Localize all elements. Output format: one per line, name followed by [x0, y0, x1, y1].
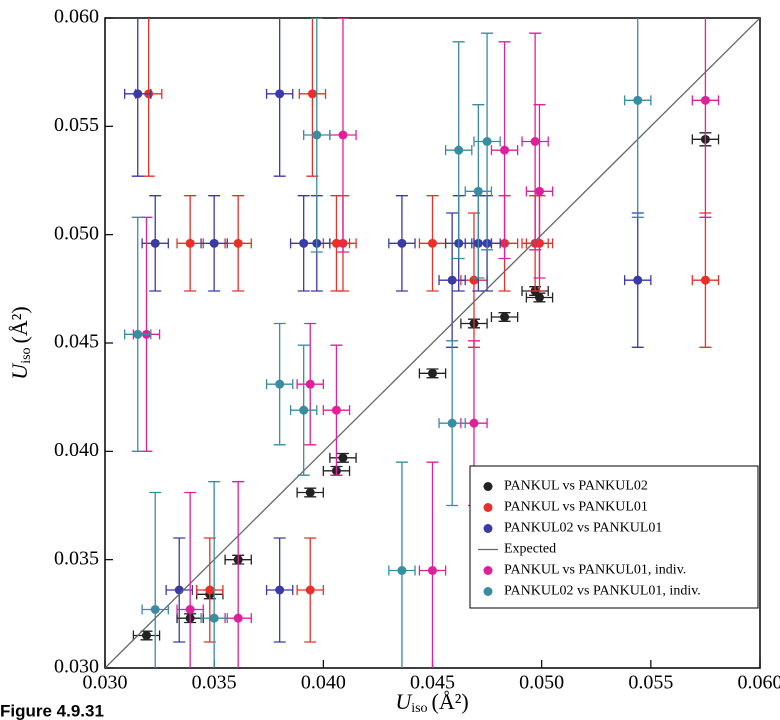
point — [150, 238, 160, 248]
y-label-subscript: iso — [19, 347, 34, 363]
point — [305, 488, 315, 497]
point — [633, 275, 643, 285]
point — [469, 275, 479, 285]
y-tick-label: 0.050 — [54, 222, 99, 244]
y-label-symbol: U — [7, 362, 32, 380]
x-label-subscript: iso — [411, 701, 427, 716]
point — [133, 89, 143, 99]
legend-label: PANKUL02 vs PANKUL01 — [504, 521, 662, 536]
y-error-bar — [631, 18, 644, 218]
legend-marker — [483, 524, 493, 533]
point — [482, 137, 492, 146]
x-tick-label: 0.045 — [410, 672, 455, 694]
legend-marker — [483, 503, 493, 512]
x-tick-label: 0.035 — [192, 672, 237, 694]
legend-box — [469, 465, 759, 609]
point — [305, 585, 315, 595]
point — [454, 145, 464, 155]
point — [338, 453, 348, 463]
x-tick-label: 0.060 — [738, 672, 780, 694]
point — [534, 186, 544, 196]
x-tick-label: 0.055 — [628, 672, 673, 694]
point — [500, 145, 510, 155]
legend-label: PANKUL vs PANKUL01 — [504, 500, 648, 515]
legend-marker — [483, 566, 493, 575]
point — [233, 613, 243, 623]
point — [469, 418, 479, 428]
point — [233, 238, 243, 248]
point — [428, 238, 437, 248]
point — [312, 130, 322, 140]
point — [174, 585, 184, 595]
x-label-symbol: U — [395, 689, 413, 714]
y-axis-label: Uiso (Å²) — [7, 306, 34, 379]
legend-label: PANKUL02 vs PANKUL01, indiv. — [504, 584, 701, 599]
y-tick-label: 0.030 — [54, 656, 99, 678]
y-tick-label: 0.055 — [54, 114, 99, 136]
point — [428, 566, 437, 575]
legend-label: Expected — [504, 542, 556, 557]
point — [331, 405, 341, 415]
point — [275, 585, 285, 595]
point — [141, 631, 151, 640]
point — [209, 613, 219, 623]
point — [209, 238, 219, 248]
point — [150, 605, 160, 614]
point — [275, 89, 285, 99]
plot-layer — [105, 18, 760, 668]
point — [305, 379, 315, 389]
legend-label: PANKUL vs PANKUL02 — [504, 479, 648, 494]
point — [700, 275, 710, 285]
point — [133, 329, 143, 339]
point — [447, 275, 457, 285]
point — [307, 89, 317, 99]
y-tick-label: 0.040 — [54, 439, 99, 461]
point — [338, 130, 348, 140]
point — [500, 312, 510, 322]
point — [397, 238, 407, 248]
y-tick-label: 0.035 — [54, 547, 99, 569]
point — [299, 405, 309, 415]
legend-marker — [483, 587, 493, 596]
x-tick-label: 0.030 — [83, 672, 128, 694]
y-tick-label: 0.045 — [54, 331, 99, 353]
point — [205, 585, 215, 595]
legend-label: PANKUL vs PANKUL01, indiv. — [504, 563, 686, 578]
y-tick-label: 0.060 — [54, 6, 99, 28]
point — [534, 293, 544, 302]
point — [275, 379, 285, 389]
y-error-bar — [699, 18, 712, 218]
point — [397, 566, 407, 575]
x-axis-label: Uiso (Å²) — [395, 689, 468, 716]
point — [185, 238, 195, 248]
x-tick-label: 0.050 — [519, 672, 564, 694]
x-tick-label: 0.040 — [301, 672, 346, 694]
point — [633, 95, 643, 105]
point — [185, 605, 195, 614]
y-label-unit: (Å²) — [7, 306, 32, 343]
point — [428, 368, 437, 378]
point — [530, 137, 540, 146]
x-label-unit: (Å²) — [432, 689, 469, 714]
point — [447, 418, 457, 428]
legend-marker — [483, 482, 493, 491]
point — [473, 186, 483, 196]
point — [700, 95, 710, 105]
caption: Figure 4.9.31 — [0, 701, 104, 720]
